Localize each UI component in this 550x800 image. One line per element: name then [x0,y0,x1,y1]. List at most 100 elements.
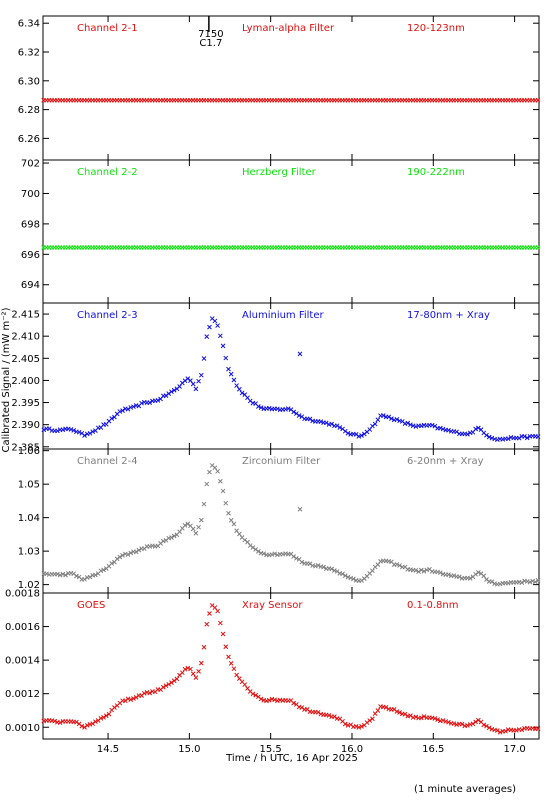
channel-label: Channel 2-1 [77,23,138,34]
data-point [169,389,174,395]
series-points [41,603,541,735]
data-point [416,569,421,575]
data-point [41,427,47,433]
data-point [234,383,239,388]
data-point [169,680,174,686]
data-point [522,434,527,439]
data-point [82,433,87,438]
data-point [60,571,66,577]
data-point [394,416,400,422]
data-point [98,715,104,721]
panel-2: 694 696 698 700 702 Channel 2-2 Herzberg Filte… [21,159,541,304]
channel-label: Channel 2-3 [77,310,138,321]
data-point [440,718,446,723]
x-tick-label: 15.0 [178,744,200,755]
data-point [413,714,419,720]
band-label: 6-20nm + Xray [407,456,484,467]
data-point [215,608,220,614]
data-point [198,660,204,666]
data-point [223,644,229,650]
data-point [269,552,275,557]
data-point [345,430,351,436]
data-point [383,705,389,710]
y-tick-label: 6.30 [18,76,40,87]
band-label: 0.1-0.8nm [407,600,459,611]
data-point [169,535,174,540]
data-point [421,714,427,719]
data-point [160,684,166,690]
y-tick-label: 0.0016 [5,622,40,633]
data-point [226,510,231,516]
panel-frame [42,448,540,594]
data-point [114,556,120,562]
data-point [405,420,411,426]
data-point [136,547,142,553]
data-point [432,716,438,721]
filter-label: Aluminium Filter [242,310,325,321]
data-point [250,691,256,697]
data-point [101,715,106,720]
data-point [220,343,226,349]
flare-label: C1.7 [199,38,222,49]
data-point [367,427,373,432]
y-tick-label: 694 [21,280,40,291]
y-tick-label: 2.405 [11,354,40,365]
data-point [223,355,229,361]
data-point [182,522,188,528]
data-point [185,521,191,527]
data-point [451,721,457,726]
data-point [446,427,451,433]
data-point [128,697,134,702]
data-point [196,524,201,530]
data-point [193,675,199,680]
data-point [465,723,470,728]
data-point [413,424,419,429]
data-point [334,569,340,574]
data-point [84,722,90,728]
x-tick-label: 16.5 [422,744,444,755]
data-point [171,533,177,539]
y-tick-label: 0.0010 [5,723,40,734]
data-point [514,728,519,733]
data-point [473,571,478,577]
data-point [90,721,96,726]
data-point [342,573,348,578]
data-point [103,713,109,719]
data-point [190,671,196,677]
data-point [386,414,392,420]
data-point [198,372,204,378]
data-point [272,697,278,703]
data-point [475,570,481,575]
data-point [82,576,87,582]
data-point [535,726,541,731]
data-point [332,568,337,573]
data-point [212,318,218,324]
panel-3: 2.385 2.390 2.395 2.400 2.405 2.410 2.415 Chann… [11,302,541,453]
data-point [256,404,261,409]
data-point [171,387,177,393]
data-point [315,562,321,568]
data-point [236,531,242,537]
data-point [74,719,79,725]
y-tick-label: 6.34 [18,19,40,30]
data-point [440,426,446,432]
data-point [196,378,201,384]
data-point [166,681,172,687]
data-point [220,631,226,637]
data-point [285,406,291,411]
data-point [207,469,212,475]
data-point [109,561,115,566]
data-point [93,719,98,725]
data-point [261,551,267,556]
data-point [131,696,136,701]
channel-label: GOES [77,600,105,611]
data-point [201,356,207,361]
data-point [446,572,451,578]
data-point [494,437,500,443]
data-point [375,417,381,423]
data-point [196,669,201,674]
data-point [337,425,343,430]
data-point [435,717,440,723]
data-point [193,386,199,392]
